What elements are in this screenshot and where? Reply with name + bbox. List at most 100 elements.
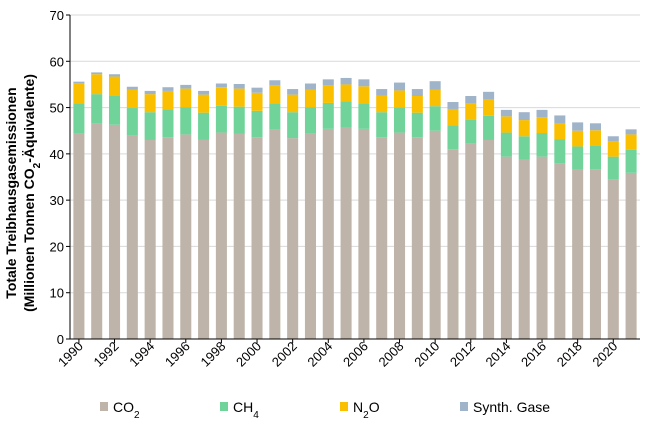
y-axis-title-prefix: (Millionen Tonnen CO bbox=[21, 168, 37, 312]
x-tick-label-2020: 2020 bbox=[589, 339, 620, 370]
bar-n2o-2010 bbox=[429, 89, 441, 107]
bar-co2-2003 bbox=[304, 133, 316, 339]
bar-co2-2011 bbox=[447, 149, 459, 339]
bar-n2o-2019 bbox=[589, 130, 601, 146]
bar-synth-2019 bbox=[589, 123, 601, 131]
bar-stack-1990 bbox=[73, 81, 85, 339]
bar-ch4-2004 bbox=[322, 102, 334, 129]
bar-co2-1999 bbox=[233, 133, 245, 339]
bar-n2o-1993 bbox=[126, 89, 138, 109]
bar-stack-2009 bbox=[411, 89, 423, 339]
bar-n2o-2001 bbox=[269, 85, 281, 104]
legend-swatch-synth bbox=[460, 402, 468, 411]
bar-co2-1994 bbox=[144, 139, 156, 339]
y-axis-title-suffix: -Äquivalente) bbox=[21, 74, 37, 163]
bar-stack-2002 bbox=[287, 89, 299, 339]
bar-synth-2008 bbox=[394, 82, 406, 91]
bar-ch4-2021 bbox=[625, 149, 637, 173]
bar-n2o-2020 bbox=[607, 141, 619, 157]
bar-ch4-1991 bbox=[91, 94, 103, 124]
bar-co2-2021 bbox=[625, 172, 637, 339]
bar-stacks bbox=[73, 72, 637, 340]
legend-swatch-co2 bbox=[100, 402, 108, 411]
bar-ch4-2019 bbox=[589, 145, 601, 170]
bar-co2-2016 bbox=[536, 156, 548, 339]
bar-co2-1990 bbox=[73, 133, 85, 339]
bar-ch4-2008 bbox=[394, 107, 406, 133]
bar-co2-2002 bbox=[287, 138, 299, 339]
bar-stack-1993 bbox=[126, 86, 138, 339]
x-tick-label-2010: 2010 bbox=[411, 339, 442, 370]
bar-stack-1994 bbox=[144, 90, 156, 339]
bar-co2-1998 bbox=[215, 132, 227, 339]
bar-stack-2019 bbox=[589, 123, 601, 339]
bar-stack-1991 bbox=[91, 72, 103, 340]
bar-ch4-2000 bbox=[251, 110, 263, 138]
bar-n2o-2015 bbox=[518, 120, 530, 137]
y-axis-title-line2: (Millionen Tonnen CO2-Äquivalente) bbox=[21, 74, 43, 312]
bar-stack-2008 bbox=[394, 82, 406, 339]
bar-ch4-2010 bbox=[429, 106, 441, 131]
bar-n2o-2017 bbox=[554, 123, 566, 140]
bar-n2o-2012 bbox=[465, 103, 477, 120]
bar-synth-2000 bbox=[251, 87, 263, 93]
x-tick-label-2018: 2018 bbox=[554, 339, 585, 370]
bar-stack-2010 bbox=[429, 81, 441, 339]
bar-stack-2007 bbox=[376, 89, 388, 339]
bar-n2o-1990 bbox=[73, 83, 85, 104]
bar-synth-2021 bbox=[625, 129, 637, 135]
legend: CO2 CH4 N2O Synth. Gase bbox=[100, 399, 550, 421]
bar-synth-2006 bbox=[358, 79, 370, 87]
bar-n2o-1997 bbox=[198, 94, 210, 113]
bar-synth-2018 bbox=[572, 122, 584, 131]
x-tick-label-2014: 2014 bbox=[482, 339, 513, 370]
x-tick-label-2000: 2000 bbox=[233, 339, 264, 370]
bar-co2-2014 bbox=[500, 156, 512, 339]
bar-ch4-1992 bbox=[109, 96, 121, 125]
bar-co2-2007 bbox=[376, 137, 388, 339]
y-tick-label-20: 20 bbox=[50, 239, 64, 254]
legend-item-synth: Synth. Gase bbox=[460, 399, 550, 415]
bar-n2o-2008 bbox=[394, 90, 406, 108]
bar-synth-1990 bbox=[73, 81, 85, 84]
bar-ch4-1990 bbox=[73, 103, 85, 134]
bar-n2o-2007 bbox=[376, 95, 388, 113]
bar-stack-2016 bbox=[536, 109, 548, 339]
bar-ch4-2001 bbox=[269, 103, 281, 130]
legend-label-n2o: N2O bbox=[353, 399, 380, 421]
bar-stack-2001 bbox=[269, 80, 281, 339]
y-tick-label-10: 10 bbox=[50, 286, 64, 301]
bar-n2o-1992 bbox=[109, 76, 121, 96]
bar-co2-1992 bbox=[109, 124, 121, 339]
x-tick-label-1998: 1998 bbox=[197, 339, 228, 370]
bar-co2-2015 bbox=[518, 159, 530, 339]
bar-ch4-2013 bbox=[483, 115, 495, 140]
x-tick-label-2008: 2008 bbox=[376, 339, 407, 370]
bar-ch4-1993 bbox=[126, 108, 138, 136]
bar-co2-2006 bbox=[358, 128, 370, 339]
bar-n2o-2014 bbox=[500, 116, 512, 133]
bar-stack-2000 bbox=[251, 87, 263, 339]
x-tick-label-2016: 2016 bbox=[518, 339, 549, 370]
y-tick-label-30: 30 bbox=[50, 193, 64, 208]
y-axis-title-subscript: 2 bbox=[32, 162, 43, 168]
bar-stack-1999 bbox=[233, 83, 245, 339]
bar-synth-2013 bbox=[483, 91, 495, 100]
legend-swatch-ch4 bbox=[220, 402, 228, 411]
x-tick-label-2002: 2002 bbox=[269, 339, 300, 370]
bar-n2o-1999 bbox=[233, 88, 245, 107]
bar-n2o-1998 bbox=[215, 87, 227, 106]
bar-ch4-1999 bbox=[233, 106, 245, 134]
bar-n2o-2016 bbox=[536, 117, 548, 134]
bar-n2o-1995 bbox=[162, 90, 174, 110]
bar-n2o-2000 bbox=[251, 92, 263, 111]
bar-ch4-2015 bbox=[518, 136, 530, 160]
bar-synth-1998 bbox=[215, 83, 227, 88]
bar-n2o-1996 bbox=[180, 88, 192, 108]
x-tick-label-2012: 2012 bbox=[447, 339, 478, 370]
bar-n2o-1994 bbox=[144, 94, 156, 113]
bar-synth-2020 bbox=[607, 136, 619, 142]
axes bbox=[66, 14, 640, 343]
bar-ch4-2002 bbox=[287, 112, 299, 139]
